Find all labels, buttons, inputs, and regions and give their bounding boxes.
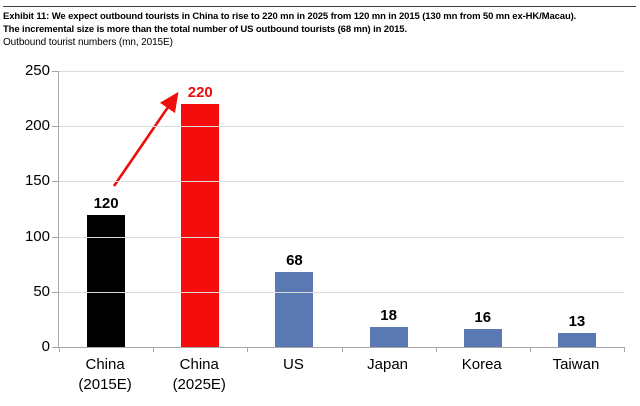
bar-column-japan: 18 (342, 71, 436, 347)
bar-columns: 120 220 68 18 16 13 (59, 71, 624, 347)
exhibit-title: Exhibit 11: We expect outbound tourists … (3, 10, 576, 36)
exhibit-title-line1: Exhibit 11: We expect outbound tourists … (3, 11, 577, 22)
exhibit-title-line2: The incremental size is more than the to… (3, 24, 407, 35)
gridline-150 (59, 181, 624, 183)
category-label-china-2025e: China (2025E) (152, 355, 246, 395)
gridline-100 (59, 236, 624, 238)
value-label-china-2015e: 120 (93, 194, 119, 212)
value-label-taiwan: 13 (568, 312, 586, 330)
y-tick-0 (52, 347, 59, 348)
y-tick-label-100: 100 (24, 227, 50, 245)
gridline-250 (59, 71, 624, 72)
x-tick-1 (153, 347, 155, 352)
category-label-korea: Korea (435, 355, 529, 395)
gridline-200 (59, 126, 624, 128)
x-tick-6 (624, 347, 625, 352)
category-label-china-2015e: China (2015E) (58, 355, 152, 395)
top-divider (3, 6, 636, 7)
x-tick-0 (59, 347, 60, 352)
y-tick-100 (52, 236, 59, 238)
bar-column-korea: 16 (436, 71, 530, 347)
value-label-japan: 18 (380, 307, 397, 325)
x-axis-labels: China (2015E) China (2025E) US Japan Korea Taiw… (58, 355, 623, 395)
bar-japan (369, 327, 408, 347)
y-tick-label-250: 250 (24, 62, 50, 79)
category-label-taiwan: Taiwan (529, 355, 623, 395)
y-axis-labels: 0 50 100 150 200 250 (0, 62, 50, 355)
bar-column-us: 68 (247, 71, 341, 347)
category-label-line: US (283, 356, 304, 373)
category-label-line: China (85, 356, 125, 373)
value-label-china-2025e: 220 (187, 84, 213, 102)
x-tick-2 (247, 347, 249, 352)
y-tick-200 (52, 126, 59, 128)
category-label-japan: Japan (341, 355, 435, 395)
bar-taiwan (557, 332, 596, 347)
category-label-line: (2025E) (172, 376, 226, 393)
y-tick-250 (52, 71, 59, 72)
increase-arrow-line (112, 91, 179, 187)
x-tick-4 (435, 347, 437, 352)
bar-us (275, 271, 314, 347)
y-tick-label-0: 0 (41, 338, 50, 355)
bar-column-china-2025e: 220 (153, 71, 247, 347)
increase-arrow (112, 91, 179, 187)
plot-area: 120 220 68 18 16 13 (52, 71, 625, 352)
category-label-line: Korea (461, 356, 502, 373)
y-tick-50 (52, 291, 59, 293)
category-label-line: China (179, 356, 219, 373)
x-tick-3 (341, 347, 343, 352)
y-tick-label-50: 50 (33, 282, 50, 300)
y-tick-label-150: 150 (24, 172, 50, 190)
gridline-50 (59, 291, 624, 293)
category-label-line: Taiwan (552, 356, 600, 373)
category-label-line: (2015E) (78, 376, 132, 393)
y-tick-150 (52, 181, 59, 183)
bar-korea (463, 329, 502, 347)
x-tick-5 (529, 347, 531, 352)
y-tick-label-200: 200 (24, 117, 50, 135)
bar-column-taiwan: 13 (530, 71, 624, 347)
value-label-us: 68 (286, 251, 303, 269)
category-label-us: US (246, 355, 340, 395)
value-label-korea: 16 (474, 309, 492, 327)
category-label-line: Japan (367, 356, 409, 373)
chart-subtitle: Outbound tourist numbers (mn, 2015E) (3, 37, 173, 48)
bar-china-2025e (181, 104, 220, 347)
